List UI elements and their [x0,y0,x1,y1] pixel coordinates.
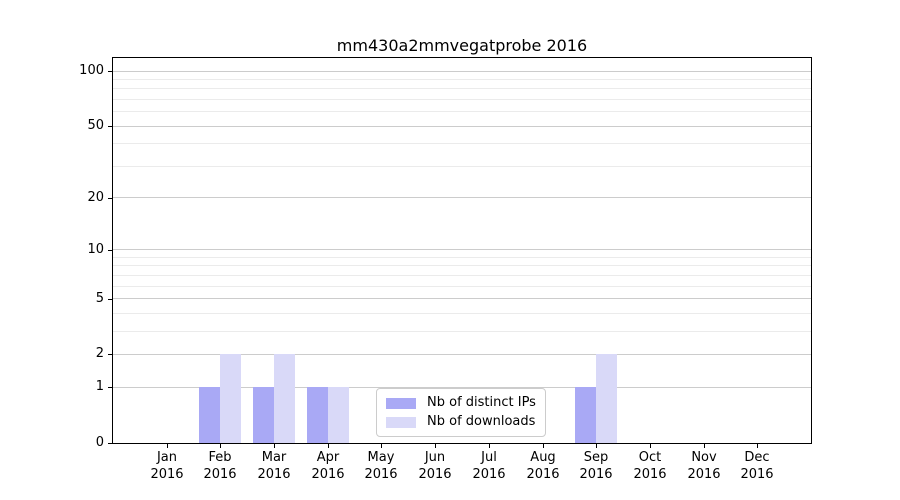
plot-area: Nb of distinct IPs Nb of downloads [112,57,812,444]
x-axis-tick-label: Apr 2016 [311,450,345,482]
bar-sep-distinct-ips [575,387,596,443]
x-axis-tick-label: Sep 2016 [579,450,613,482]
major-gridline [113,387,811,388]
y-axis-tick [108,387,112,388]
x-axis-tick-label: Nov 2016 [687,450,721,482]
y-axis-tick [108,443,112,444]
x-axis-tick [650,444,651,448]
minor-gridline [113,275,811,276]
x-axis-tick [489,444,490,448]
legend-item-downloads: Nb of downloads [386,415,536,429]
y-axis-tick [108,354,112,355]
minor-gridline [113,111,811,112]
bar-sep-downloads [596,354,617,443]
x-axis-tick-label: Jan 2016 [150,450,184,482]
y-axis-tick-label: 2 [95,346,104,361]
x-axis-tick [596,444,597,448]
minor-gridline [113,88,811,89]
legend-swatch-downloads [386,416,416,428]
y-axis-tick [108,126,112,127]
bar-feb-distinct-ips [199,387,220,443]
x-axis-tick [274,444,275,448]
minor-gridline [113,257,811,258]
minor-gridline [113,331,811,332]
y-axis-tick [108,198,112,199]
y-axis-tick-label: 100 [79,63,104,78]
x-axis-tick-label: Dec 2016 [740,450,774,482]
y-axis-tick [108,71,112,72]
y-axis-tick-label: 50 [87,118,104,133]
bar-feb-downloads [220,354,241,443]
y-axis-tick-label: 0 [95,435,104,450]
major-gridline [113,71,811,72]
legend-swatch-distinct-ips [386,397,416,409]
legend: Nb of distinct IPs Nb of downloads [376,388,546,437]
minor-gridline [113,79,811,80]
minor-gridline [113,99,811,100]
x-axis-tick-label: May 2016 [364,450,398,482]
minor-gridline [113,313,811,314]
x-axis-tick [704,444,705,448]
bar-mar-distinct-ips [253,387,274,443]
bars-layer [113,58,811,443]
gridlines-layer [113,58,811,443]
x-axis-tick [757,444,758,448]
major-gridline [113,298,811,299]
legend-label-downloads: Nb of downloads [427,414,536,429]
minor-gridline [113,143,811,144]
bar-apr-distinct-ips [307,387,328,443]
major-gridline [113,354,811,355]
x-axis-tick-label: Jul 2016 [472,450,506,482]
minor-gridline [113,286,811,287]
minor-gridline [113,265,811,266]
x-axis-tick [167,444,168,448]
y-axis-tick-label: 5 [95,291,104,306]
y-axis-tick [108,299,112,300]
major-gridline [113,249,811,250]
y-axis-tick [108,250,112,251]
x-axis-tick-label: Mar 2016 [257,450,291,482]
bar-apr-downloads [328,387,349,443]
x-axis-tick-label: Aug 2016 [526,450,560,482]
major-gridline [113,197,811,198]
minor-gridline [113,166,811,167]
x-axis-tick [328,444,329,448]
chart-title: mm430a2mmvegatprobe 2016 [336,36,588,55]
x-axis-tick-label: Feb 2016 [203,450,237,482]
y-axis-tick-label: 1 [95,379,104,394]
x-axis-tick [435,444,436,448]
x-axis-tick [220,444,221,448]
legend-label-distinct-ips: Nb of distinct IPs [427,395,536,410]
legend-item-distinct-ips: Nb of distinct IPs [386,396,536,410]
bar-mar-downloads [274,354,295,443]
x-axis-tick-label: Oct 2016 [633,450,667,482]
x-axis-tick [543,444,544,448]
major-gridline [113,126,811,127]
y-axis-tick-label: 10 [87,242,104,257]
x-axis-tick-label: Jun 2016 [418,450,452,482]
x-axis-tick [381,444,382,448]
y-axis-tick-label: 20 [87,190,104,205]
